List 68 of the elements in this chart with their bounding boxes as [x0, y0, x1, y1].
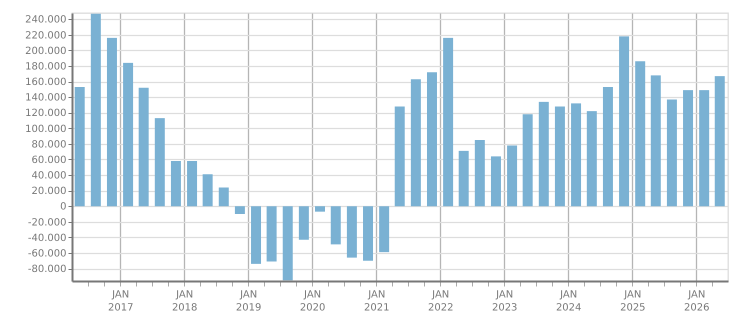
y-tick-label: 120.000: [25, 108, 66, 120]
x-tick-label: JAN 2026: [684, 290, 710, 313]
y-tick-label: 140.000: [25, 92, 66, 104]
y-tick-label: 40.000: [32, 170, 66, 182]
bar: [586, 111, 597, 206]
bar: [410, 79, 421, 206]
bar: [635, 61, 646, 206]
x-tick-label: JAN 2024: [556, 290, 582, 313]
y-tick-label: -80.000: [28, 264, 66, 276]
bar: [474, 140, 485, 206]
bar: [507, 145, 518, 206]
x-tick-label: JAN 2022: [428, 290, 454, 313]
bar: [699, 90, 710, 206]
bar: [619, 36, 630, 206]
y-tick-label: 0: [60, 202, 66, 213]
x-tick-label: JAN 2018: [172, 290, 198, 313]
bar: [379, 206, 390, 252]
y-tick-label: 100.000: [25, 124, 66, 135]
y-tick-label: 160.000: [25, 77, 66, 88]
bar: [330, 206, 341, 244]
y-tick-label: 240.000: [25, 14, 66, 26]
bar: [90, 14, 101, 206]
bar: [187, 161, 198, 206]
x-tick-label: JAN 2020: [300, 290, 326, 313]
bar: [490, 156, 501, 206]
bar: [522, 114, 533, 206]
bar: [202, 174, 213, 206]
x-tick-label: JAN 2019: [236, 290, 262, 313]
bar: [602, 87, 613, 206]
bar: [251, 206, 262, 264]
bar: [458, 150, 469, 206]
bar: [138, 88, 149, 206]
bar: [554, 106, 565, 206]
y-tick-label: 60.000: [32, 154, 66, 166]
bar: [363, 206, 374, 261]
bar: [650, 75, 661, 206]
y-tick-label: -60.000: [28, 248, 66, 260]
bar: [666, 99, 677, 206]
bar: [714, 76, 725, 206]
y-tick-label: 80.000: [32, 139, 66, 150]
bar: [282, 206, 293, 280]
y-tick-label: 200.000: [25, 46, 66, 57]
x-tick-label: JAN 2025: [620, 290, 646, 313]
bar: [170, 161, 181, 206]
bar: [106, 38, 117, 206]
bar: [74, 87, 85, 206]
bar: [394, 106, 405, 206]
x-tick-label: JAN 2017: [108, 290, 134, 313]
bar: [123, 62, 134, 206]
bar: [234, 206, 245, 214]
x-tick-label: JAN 2021: [364, 290, 390, 313]
y-tick-label: 20.000: [32, 186, 66, 198]
y-tick-label: -20.000: [28, 217, 66, 228]
bar: [538, 102, 549, 206]
y-tick-label: 220.000: [25, 30, 66, 42]
bar: [218, 188, 229, 206]
bar: [426, 72, 437, 206]
bar: [346, 206, 357, 258]
y-tick-label: 180.000: [25, 61, 66, 72]
bar: [314, 206, 325, 212]
bar: [298, 206, 309, 240]
bar: [571, 103, 582, 206]
bar: [154, 118, 165, 206]
y-tick-label: -40.000: [28, 232, 66, 244]
bar: [443, 38, 454, 206]
x-tick-label: JAN 2023: [492, 290, 518, 313]
bar: [266, 206, 277, 262]
bar: [683, 90, 694, 206]
